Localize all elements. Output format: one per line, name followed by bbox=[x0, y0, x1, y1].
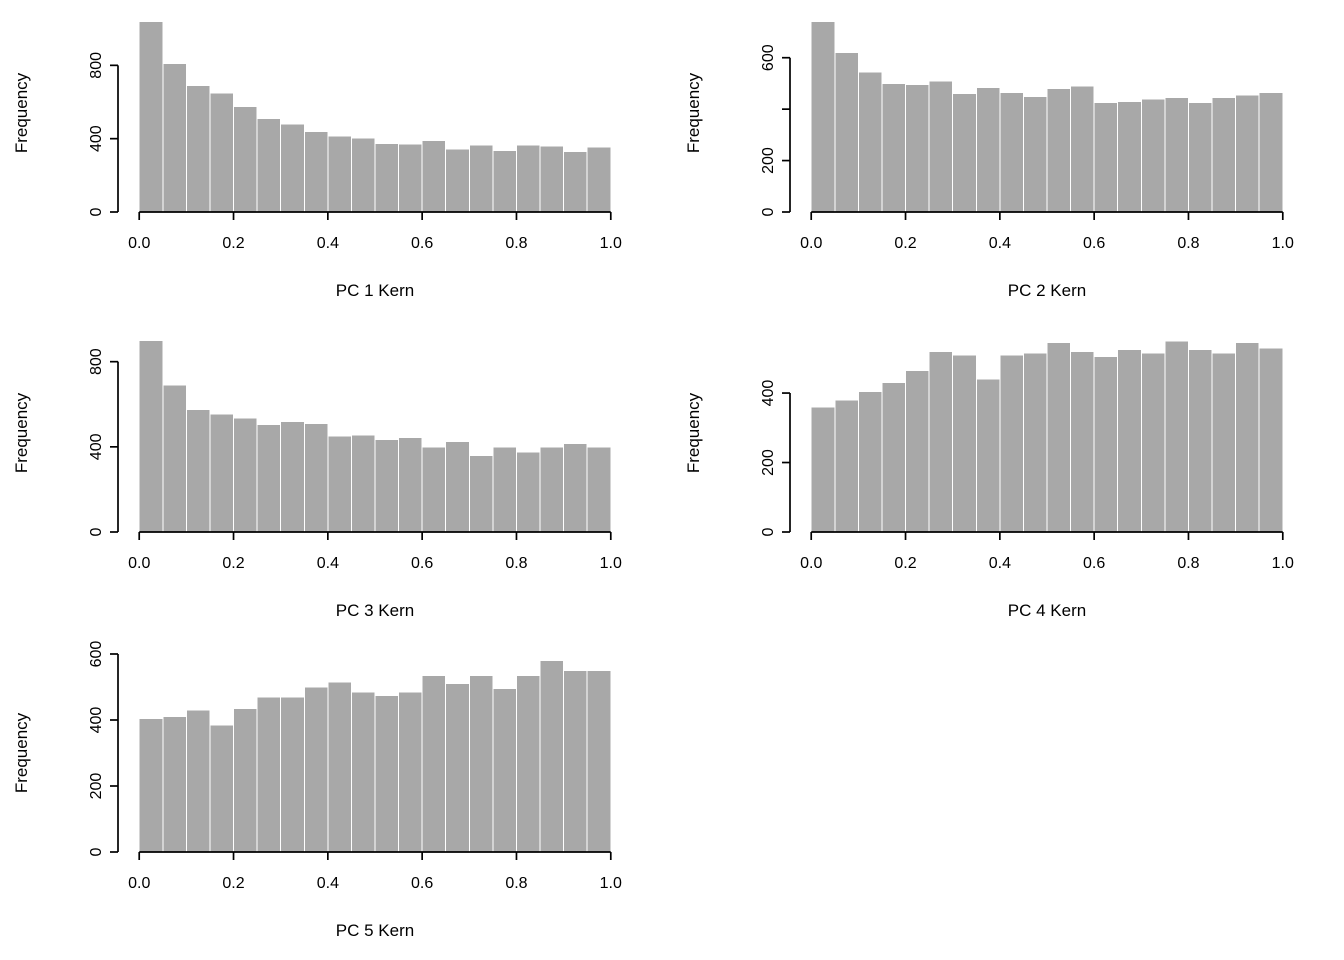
histogram-pc5-kern: 0.0 0.2 0.4 0.6 0.8 1.0 0 200 400 600 bbox=[88, 641, 622, 892]
svg-text:0.0: 0.0 bbox=[800, 235, 822, 252]
panel-pc3-kern: 0.0 0.2 0.4 0.6 0.8 1.0 0 400 800 Frequency PC 3… bbox=[0, 320, 672, 640]
svg-text:0.4: 0.4 bbox=[317, 555, 339, 572]
svg-text:0.0: 0.0 bbox=[800, 555, 822, 572]
svg-text:0.4: 0.4 bbox=[989, 235, 1011, 252]
svg-text:800: 800 bbox=[88, 348, 105, 375]
panel-pc1-kern: 0.0 0.2 0.4 0.6 0.8 1.0 0 400 800 Frequency PC 1… bbox=[0, 0, 672, 320]
svg-text:0.6: 0.6 bbox=[411, 555, 433, 572]
svg-text:0.2: 0.2 bbox=[894, 235, 916, 252]
svg-text:800: 800 bbox=[88, 52, 105, 79]
histogram-pc2-kern: 0.0 0.2 0.4 0.6 0.8 1.0 0 200 600 bbox=[760, 21, 1294, 252]
y-axis-label: Frequency bbox=[12, 72, 31, 154]
y-axis-label: Frequency bbox=[12, 712, 31, 794]
x-axis-label: PC 3 Kern bbox=[335, 601, 415, 620]
panel-pc5-kern: 0.0 0.2 0.4 0.6 0.8 1.0 0 200 400 600 Frequency P… bbox=[0, 640, 672, 960]
svg-text:200: 200 bbox=[760, 449, 777, 476]
svg-text:0.6: 0.6 bbox=[411, 235, 433, 252]
panel-empty bbox=[672, 640, 1344, 960]
y-axis-label: Frequency bbox=[684, 392, 703, 474]
svg-text:0.2: 0.2 bbox=[894, 555, 916, 572]
histogram-pc1-kern: 0.0 0.2 0.4 0.6 0.8 1.0 0 400 800 bbox=[88, 20, 622, 252]
x-axis-label: PC 2 Kern bbox=[1007, 281, 1087, 300]
x-axis-label: PC 5 Kern bbox=[335, 921, 415, 940]
svg-text:200: 200 bbox=[88, 773, 105, 800]
svg-text:0.8: 0.8 bbox=[505, 875, 527, 892]
svg-text:0.6: 0.6 bbox=[411, 875, 433, 892]
svg-text:0.8: 0.8 bbox=[1177, 555, 1199, 572]
svg-text:0.4: 0.4 bbox=[989, 555, 1011, 572]
svg-text:0.2: 0.2 bbox=[222, 555, 244, 572]
svg-text:400: 400 bbox=[760, 380, 777, 407]
svg-text:0.6: 0.6 bbox=[1083, 555, 1105, 572]
histogram-pc4-kern: 0.0 0.2 0.4 0.6 0.8 1.0 0 200 400 bbox=[760, 340, 1294, 572]
svg-text:1.0: 1.0 bbox=[600, 875, 622, 892]
y-axis-label: Frequency bbox=[684, 72, 703, 154]
svg-text:0: 0 bbox=[760, 527, 777, 536]
svg-text:0: 0 bbox=[760, 207, 777, 216]
svg-text:0.4: 0.4 bbox=[317, 235, 339, 252]
svg-text:400: 400 bbox=[88, 125, 105, 152]
svg-text:0: 0 bbox=[88, 207, 105, 216]
svg-text:0.8: 0.8 bbox=[505, 555, 527, 572]
panel-pc2-kern: 0.0 0.2 0.4 0.6 0.8 1.0 0 200 600 Frequency PC 2… bbox=[672, 0, 1344, 320]
svg-text:0: 0 bbox=[88, 527, 105, 536]
panel-pc4-kern: 0.0 0.2 0.4 0.6 0.8 1.0 0 200 400 Frequency PC 4… bbox=[672, 320, 1344, 640]
x-axis-label: PC 1 Kern bbox=[335, 281, 415, 300]
svg-text:1.0: 1.0 bbox=[1272, 555, 1294, 572]
svg-text:0.0: 0.0 bbox=[128, 875, 150, 892]
svg-text:0.8: 0.8 bbox=[1177, 235, 1199, 252]
svg-text:0.6: 0.6 bbox=[1083, 235, 1105, 252]
svg-text:0: 0 bbox=[88, 847, 105, 856]
svg-text:0.2: 0.2 bbox=[222, 875, 244, 892]
svg-text:600: 600 bbox=[760, 44, 777, 71]
svg-text:1.0: 1.0 bbox=[600, 555, 622, 572]
svg-text:400: 400 bbox=[88, 433, 105, 460]
svg-text:600: 600 bbox=[88, 641, 105, 668]
svg-text:0.0: 0.0 bbox=[128, 555, 150, 572]
svg-text:0.4: 0.4 bbox=[317, 875, 339, 892]
x-axis-label: PC 4 Kern bbox=[1007, 601, 1087, 620]
svg-text:0.0: 0.0 bbox=[128, 235, 150, 252]
histogram-pc3-kern: 0.0 0.2 0.4 0.6 0.8 1.0 0 400 800 bbox=[88, 339, 622, 572]
svg-text:0.2: 0.2 bbox=[222, 235, 244, 252]
svg-text:1.0: 1.0 bbox=[1272, 235, 1294, 252]
svg-text:1.0: 1.0 bbox=[600, 235, 622, 252]
y-axis-label: Frequency bbox=[12, 392, 31, 474]
svg-text:0.8: 0.8 bbox=[505, 235, 527, 252]
svg-text:400: 400 bbox=[88, 707, 105, 734]
svg-text:200: 200 bbox=[760, 147, 777, 174]
